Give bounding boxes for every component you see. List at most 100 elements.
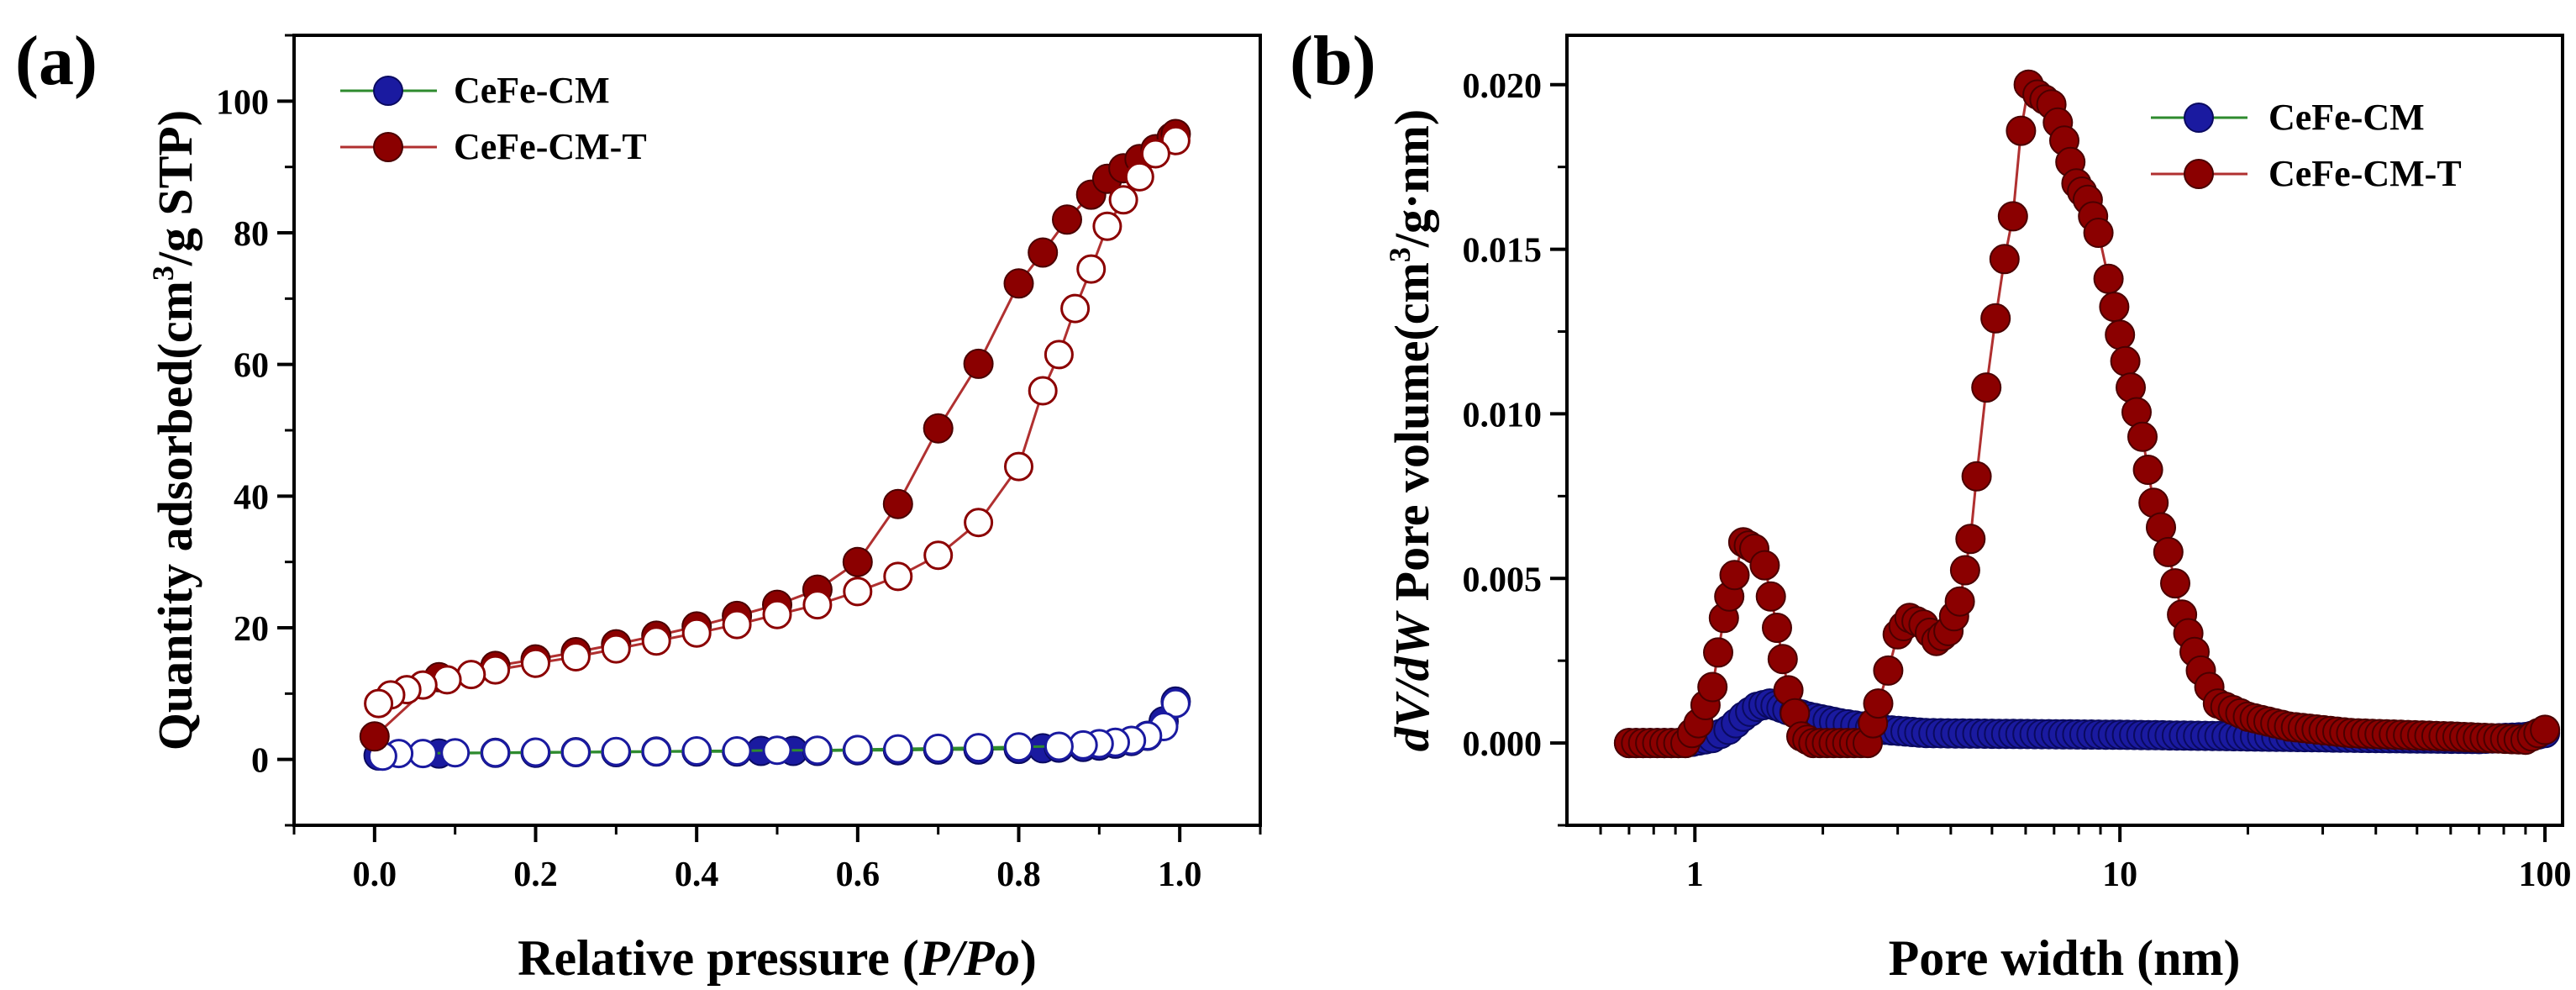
data-point-a-cmt-adsorption <box>1028 237 1059 268</box>
data-point-a-cm-desorption <box>802 735 833 766</box>
data-point-a-cmt-desorption <box>456 660 486 690</box>
data-point-a-cmt-adsorption <box>359 721 390 752</box>
x-tick-label-a: 0.2 <box>513 856 558 894</box>
data-point-b-cmt <box>2110 345 2141 377</box>
data-point-b-cmt <box>1873 655 1904 686</box>
y-axis-label-b: dV/dW Pore volume(cm3/g·nm) <box>1383 109 1439 751</box>
y-tick-label-a: 40 <box>234 478 269 517</box>
plot-frame-a <box>292 34 1262 827</box>
data-point-a-cm-desorption <box>440 738 471 768</box>
data-point-b-cmt <box>1767 644 1798 675</box>
y-axis-label-b-main: Pore volume(cm <box>1385 262 1439 613</box>
x-axis-label-a: Relative pressure (P/Po) <box>518 930 1037 986</box>
data-point-b-cmt <box>1762 613 1792 643</box>
data-point-a-cmt-desorption <box>1108 185 1138 215</box>
data-point-a-cm-desorption <box>1068 729 1098 760</box>
data-point-a-cmt-desorption <box>364 688 394 719</box>
data-point-a-cm-desorption <box>681 736 712 766</box>
data-point-b-cmt <box>1703 637 1733 668</box>
data-point-b-cmt <box>1949 555 1980 586</box>
data-point-a-cm-desorption <box>883 734 913 764</box>
data-point-b-cmt <box>2116 372 2146 403</box>
data-point-a-cmt-desorption <box>1044 340 1074 370</box>
axis-ticks-a: 0.0 0.2 0.4 0.6 0.8 1.0 0 20 40 60 80 100 <box>216 34 1262 894</box>
legend-label-b-cm: CeFe-CM <box>2268 97 2425 138</box>
data-point-a-cmt-adsorption <box>963 348 994 379</box>
data-point-a-cm-desorption <box>521 737 550 767</box>
data-point-b-cmt <box>1697 671 1728 703</box>
data-point-a-cm-desorption <box>722 736 752 766</box>
data-point-a-cm-desorption <box>1004 732 1033 762</box>
data-point-a-cmt-desorption <box>843 577 873 607</box>
y-tick-label-a: 0 <box>251 742 269 781</box>
y-tick-label-a: 80 <box>234 215 269 254</box>
data-point-a-cmt-desorption <box>560 642 591 671</box>
data-point-a-cm-desorption <box>641 736 671 766</box>
panel-label-b: (b) <box>1290 22 1376 100</box>
y-tick-label-b: 0.010 <box>1463 396 1543 434</box>
legend-marker-b-cm <box>2184 103 2214 133</box>
data-point-a-cmt-desorption <box>521 648 550 678</box>
y-axis-label-a: Quantity adsorbed(cm3/g STP) <box>146 110 202 750</box>
y-axis-label-a-sup: 3 <box>146 266 180 281</box>
data-point-a-cm-desorption <box>560 737 591 767</box>
x-axis-label-b: Pore width (nm) <box>1889 930 2241 986</box>
y-tick-label-b: 0.005 <box>1463 561 1543 599</box>
y-tick-label-a: 60 <box>234 347 269 386</box>
legend-label-cm: CeFe-CM <box>454 70 610 111</box>
data-point-a-cmt-desorption <box>641 626 671 656</box>
data-point-a-cmt-desorption <box>1140 139 1170 169</box>
data-point-b-cmt <box>2099 292 2130 323</box>
x-axis-label-a-end: ) <box>1020 930 1037 986</box>
panel-b: (b) 1 10 100 0.000 0.005 0.010 0.015 0.020 CeFe… <box>1290 22 2572 986</box>
data-point-b-cmt <box>1980 303 2011 334</box>
data-point-a-cmt-adsorption <box>923 413 954 444</box>
x-tick-label-a: 0.6 <box>836 856 881 894</box>
panel-label-a: (a) <box>15 22 97 100</box>
data-point-b-cmt <box>1863 688 1894 719</box>
data-point-b-cmt <box>2530 714 2561 745</box>
legend-marker-cmt <box>373 132 403 162</box>
panel-a: (a) 0.0 0.2 0.4 0.6 0.8 1.0 0 20 40 60 80 100 CeFe-… <box>15 22 1262 986</box>
data-point-a-cmt-adsorption <box>1052 204 1082 235</box>
data-point-b-cmt <box>2160 568 2190 599</box>
data-point-b-cmt <box>2121 397 2152 428</box>
data-point-b-cmt <box>2006 115 2037 146</box>
data-point-a-cmt-desorption <box>481 655 511 685</box>
data-point-b-cmt <box>2105 319 2136 350</box>
data-point-a-cmt-desorption <box>722 609 752 640</box>
data-point-b-cmt <box>2083 218 2114 248</box>
data-point-a-cm-desorption <box>843 735 873 765</box>
legend-label-cmt: CeFe-CM-T <box>454 126 647 167</box>
data-point-a-cmt-adsorption <box>1003 268 1034 299</box>
legend-marker-cm <box>373 76 403 106</box>
data-point-b-cmt <box>1997 201 2028 232</box>
data-point-b-cmt <box>1961 461 1992 492</box>
plot-frame-b <box>1565 34 2564 827</box>
y-axis-label-a-main: Quantity adsorbed(cm <box>148 281 202 750</box>
x-axis-label-a-main: Relative pressure ( <box>518 930 919 986</box>
data-point-a-cmt-desorption <box>432 665 462 695</box>
data-point-a-cmt-desorption <box>601 634 631 664</box>
data-point-a-cmt-desorption <box>1092 211 1122 241</box>
data-point-b-cmt <box>2127 421 2158 452</box>
data-point-b-cmt <box>2093 263 2124 294</box>
data-point-a-cmt-desorption <box>1124 161 1154 192</box>
data-point-a-cmt-desorption <box>1028 376 1058 406</box>
data-point-a-cmt-adsorption <box>842 546 873 577</box>
data-point-b-cmt <box>1971 372 2002 403</box>
legend-b: CeFe-CM CeFe-CM-T <box>2151 97 2462 194</box>
y-tick-label-a: 100 <box>216 83 269 122</box>
axis-ticks-b: 1 10 100 0.000 0.005 0.010 0.015 0.020 <box>1463 67 2572 894</box>
legend-marker-b-cmt <box>2184 159 2214 189</box>
x-tick-label-b: 10 <box>2102 856 2137 894</box>
data-point-b-cmt <box>1719 560 1750 591</box>
y-axis-label-b-italic: dV/dW <box>1385 610 1439 751</box>
data-point-a-cmt-desorption <box>1160 125 1191 155</box>
data-point-a-cmt-desorption <box>681 618 712 648</box>
data-point-b-cmt <box>1944 586 1975 617</box>
data-point-b-cmt <box>1989 244 2020 275</box>
data-point-b-cmt <box>1749 550 1780 581</box>
x-tick-label-b: 1 <box>1686 856 1704 894</box>
